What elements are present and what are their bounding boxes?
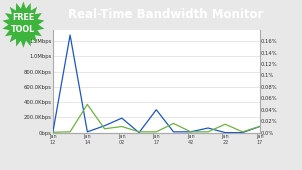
Polygon shape (2, 2, 44, 48)
Text: Real-Time Bandwidth Monitor: Real-Time Bandwidth Monitor (69, 8, 264, 21)
Text: FREE
TOOL: FREE TOOL (11, 13, 36, 33)
